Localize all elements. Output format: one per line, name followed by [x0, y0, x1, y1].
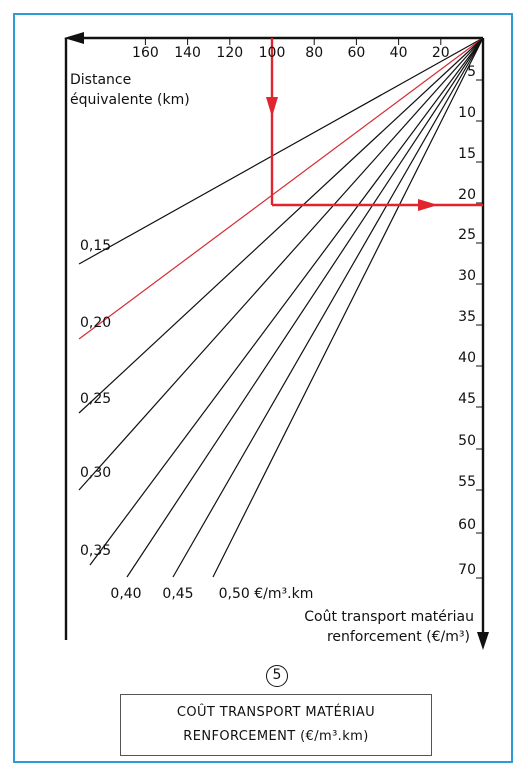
example-path: [266, 38, 483, 211]
top-tick-label: 120: [216, 45, 243, 61]
example-arrow-right: [418, 199, 438, 211]
top-tick-label: 20: [432, 45, 450, 61]
rate-label: 0,45: [162, 586, 193, 602]
top-tick-label: 60: [347, 45, 365, 61]
right-tick-label: 35: [458, 309, 476, 325]
top-axis-arrow: [64, 32, 84, 44]
top-tick-label: 40: [390, 45, 408, 61]
rate-line: [78, 37, 484, 340]
right-tick-label: 30: [458, 268, 476, 284]
top-tick-label: 160: [132, 45, 159, 61]
caption-box: COÛT TRANSPORT MATÉRIAU RENFORCEMENT (€/…: [120, 694, 432, 756]
rate-line: [78, 37, 484, 265]
example-arrow-down: [266, 97, 278, 117]
right-tick-label: 50: [458, 433, 476, 449]
rate-label: 0,25: [80, 391, 111, 407]
top-tick-label: 100: [259, 45, 286, 61]
right-tick-label: 5: [467, 64, 476, 80]
chart-labels: 160 140 120 100 80 60 40 20 Distance équivalente …: [70, 45, 476, 645]
rate-line: [172, 37, 484, 578]
right-axis-title: Coût transport matériau: [304, 609, 474, 625]
right-tick-label: 70: [458, 562, 476, 578]
right-tick-label: 10: [458, 105, 476, 121]
figure-frame: [13, 13, 513, 763]
caption-line-2: RENFORCEMENT (€/m³.km): [183, 729, 369, 744]
rate-label: 0,30: [80, 465, 111, 481]
right-tick-label: 15: [458, 146, 476, 162]
rate-label: 0,40: [110, 586, 141, 602]
right-tick-label: 60: [458, 517, 476, 533]
top-tick-label: 140: [174, 45, 201, 61]
rate-line: [126, 37, 484, 578]
top-tick-label: 80: [305, 45, 323, 61]
right-tick-label: 25: [458, 227, 476, 243]
right-axis-arrow: [477, 632, 489, 650]
rate-line: [78, 37, 484, 414]
rate-label: 0,35: [80, 543, 111, 559]
right-axis-title: renforcement (€/m³): [327, 629, 470, 645]
rate-line: [212, 37, 484, 578]
top-axis-title: équivalente (km): [70, 92, 190, 108]
right-tick-label: 40: [458, 350, 476, 366]
rate-label: 0,15: [80, 238, 111, 254]
rate-label: 0,20: [80, 315, 111, 331]
rate-line: [89, 37, 484, 566]
right-tick-label: 45: [458, 391, 476, 407]
right-tick-label: 20: [458, 187, 476, 203]
rate-line: [78, 37, 484, 491]
rate-lines: [78, 37, 484, 578]
right-tick-label: 55: [458, 474, 476, 490]
top-axis-title: Distance: [70, 72, 131, 88]
figure-number: 5: [266, 665, 288, 687]
caption-line-1: COÛT TRANSPORT MATÉRIAU: [176, 705, 376, 720]
rate-label: 0,50 €/m³.km: [219, 586, 314, 602]
